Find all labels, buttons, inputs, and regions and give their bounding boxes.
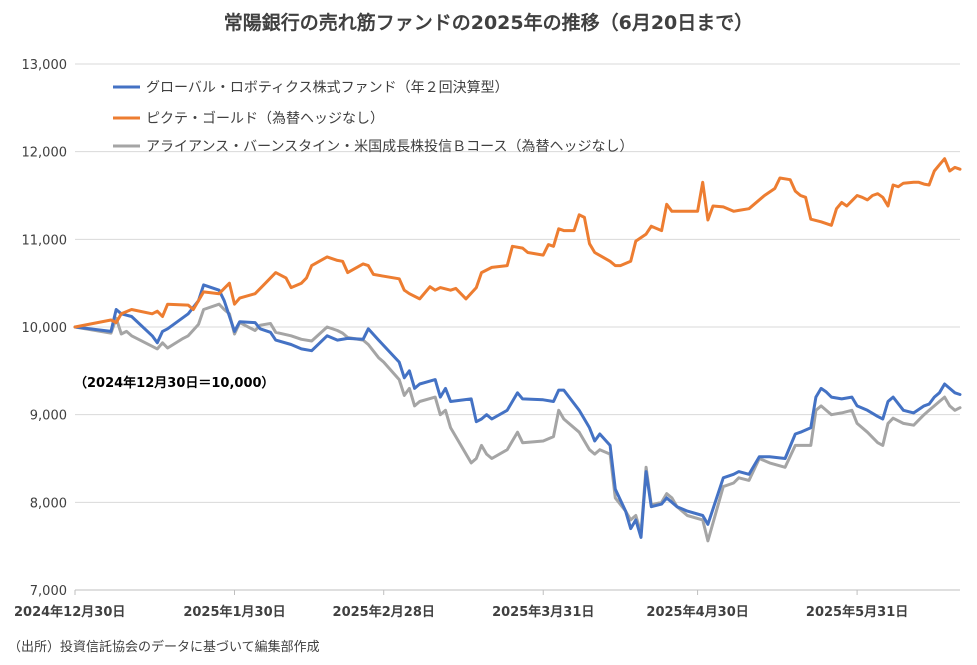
legend-label: アライアンス・バーンスタイン・米国成長株投信Ｂコース（為替ヘッジなし） — [146, 139, 633, 155]
legend-label: グローバル・ロボティクス株式ファンド（年２回決算型） — [146, 80, 509, 96]
y-tick-label: 10,000 — [22, 321, 68, 336]
source-note: （出所）投資信託協会のデータに基づいて編集部作成 — [8, 640, 320, 655]
legend: グローバル・ロボティクス株式ファンド（年２回決算型） ピクテ・ゴールド（為替ヘッジ… — [113, 80, 633, 155]
x-tick-label: 2025年2月28日 — [333, 604, 435, 620]
x-tick-label: 2025年3月31日 — [492, 604, 594, 620]
series-line-3 — [73, 302, 962, 543]
series-line-1 — [73, 283, 962, 539]
y-tick-label: 13,000 — [22, 58, 68, 73]
legend-label: ピクテ・ゴールド（為替ヘッジなし） — [146, 110, 384, 127]
y-tick-label: 7,000 — [30, 584, 67, 599]
x-axis-ticks: 2024年12月30日 2025年1月30日 2025年2月28日 2025年3月31… — [14, 590, 908, 620]
series-line-2 — [73, 157, 962, 329]
x-tick-label: 2025年1月30日 — [183, 604, 285, 620]
y-tick-label: 11,000 — [22, 233, 68, 248]
x-tick-label: 2025年4月30日 — [646, 604, 748, 620]
base-annotation: （2024年12月30日＝10,000） — [74, 375, 275, 391]
y-tick-label: 12,000 — [22, 146, 68, 161]
chart-title: 常陽銀行の売れ筋ファンドの2025年の推移（6月20日まで） — [223, 12, 754, 34]
y-tick-label: 8,000 — [30, 496, 67, 511]
x-tick-label: 2024年12月30日 — [14, 604, 125, 620]
series-lines — [73, 157, 962, 543]
y-axis-ticks: 7,000 8,000 9,000 10,000 11,000 12,000 13,000 — [22, 58, 68, 599]
y-tick-label: 9,000 — [30, 409, 67, 424]
x-tick-label: 2025年5月31日 — [806, 604, 908, 620]
